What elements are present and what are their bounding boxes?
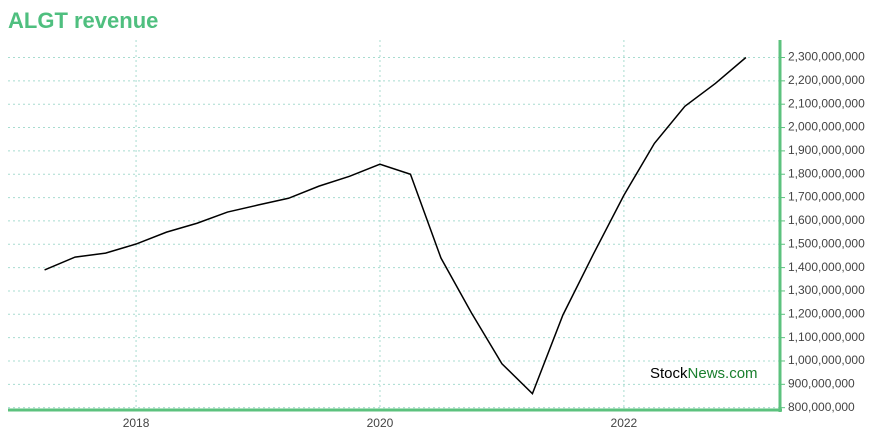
y-tick-label: 900,000,000 (788, 376, 855, 390)
y-tick-label: 2,200,000,000 (788, 73, 865, 87)
y-tick-label: 1,600,000,000 (788, 213, 865, 227)
y-tick-label: 1,800,000,000 (788, 166, 865, 180)
y-tick-label: 2,300,000,000 (788, 50, 865, 64)
watermark-part: Stock (650, 365, 688, 382)
y-tick-label: 1,500,000,000 (788, 236, 865, 250)
y-tick-label: 1,000,000,000 (788, 353, 865, 367)
y-tick-label: 1,200,000,000 (788, 306, 865, 320)
y-tick-label: 1,700,000,000 (788, 190, 865, 204)
line (44, 56, 747, 395)
y-tick-label: 2,000,000,000 (788, 120, 865, 134)
y-tick-label: 1,300,000,000 (788, 283, 865, 297)
chart-title: ALGT revenue (8, 8, 158, 33)
x-tick-label: 2020 (367, 416, 394, 430)
x-tick-label: 2022 (611, 416, 638, 430)
y-tick-label: 1,100,000,000 (788, 330, 865, 344)
y-tick-label: 1,900,000,000 (788, 143, 865, 157)
x-tick-label: 2018 (123, 416, 150, 430)
y-tick-label: 2,100,000,000 (788, 96, 865, 110)
y-tick-label: 800,000,000 (788, 400, 855, 414)
watermark-part: News.com (688, 365, 758, 382)
y-tick-label: 1,400,000,000 (788, 260, 865, 274)
watermark: StockNews.com (650, 365, 758, 382)
